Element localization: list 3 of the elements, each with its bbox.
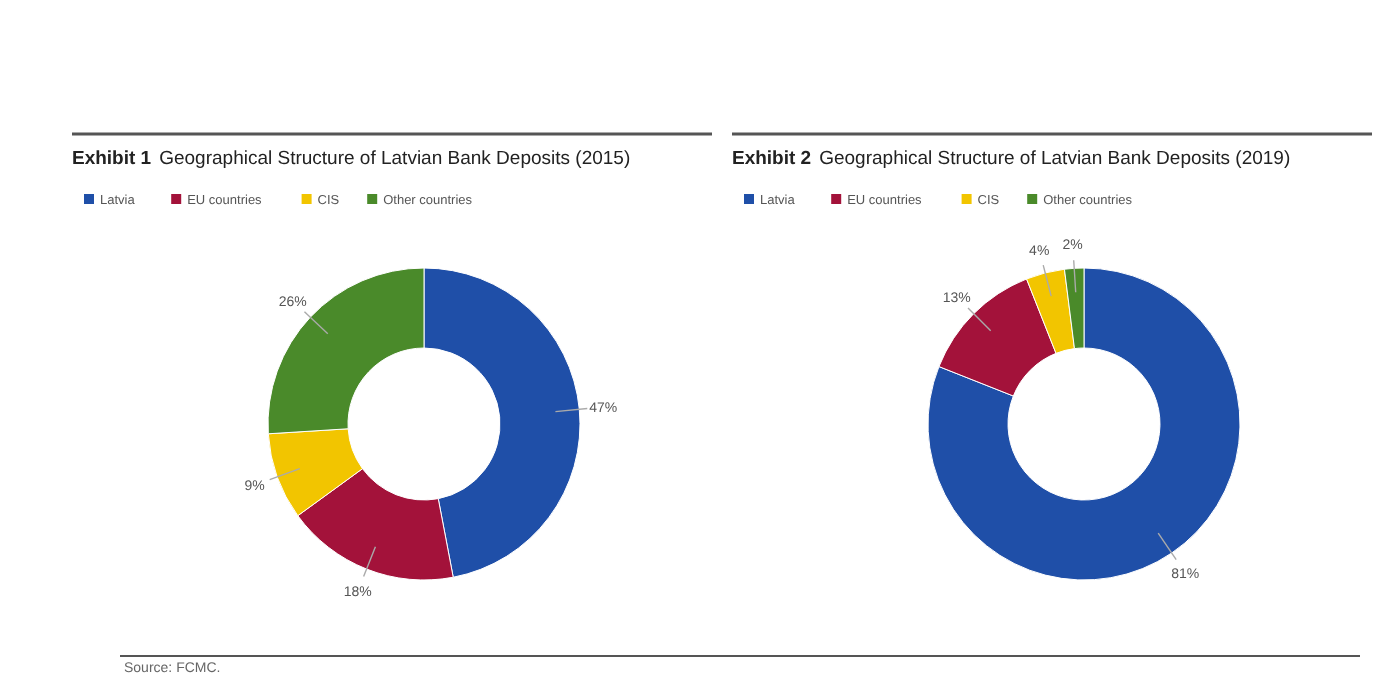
chart-title: Exhibit 2 Geographical Structure of Latvian Bank Deposits (2019): [732, 148, 1291, 170]
donut-slice: [927, 267, 1241, 581]
chart-title: Exhibit 1 Geographical Structure of Latvian Bank Deposits (2015): [72, 148, 631, 170]
